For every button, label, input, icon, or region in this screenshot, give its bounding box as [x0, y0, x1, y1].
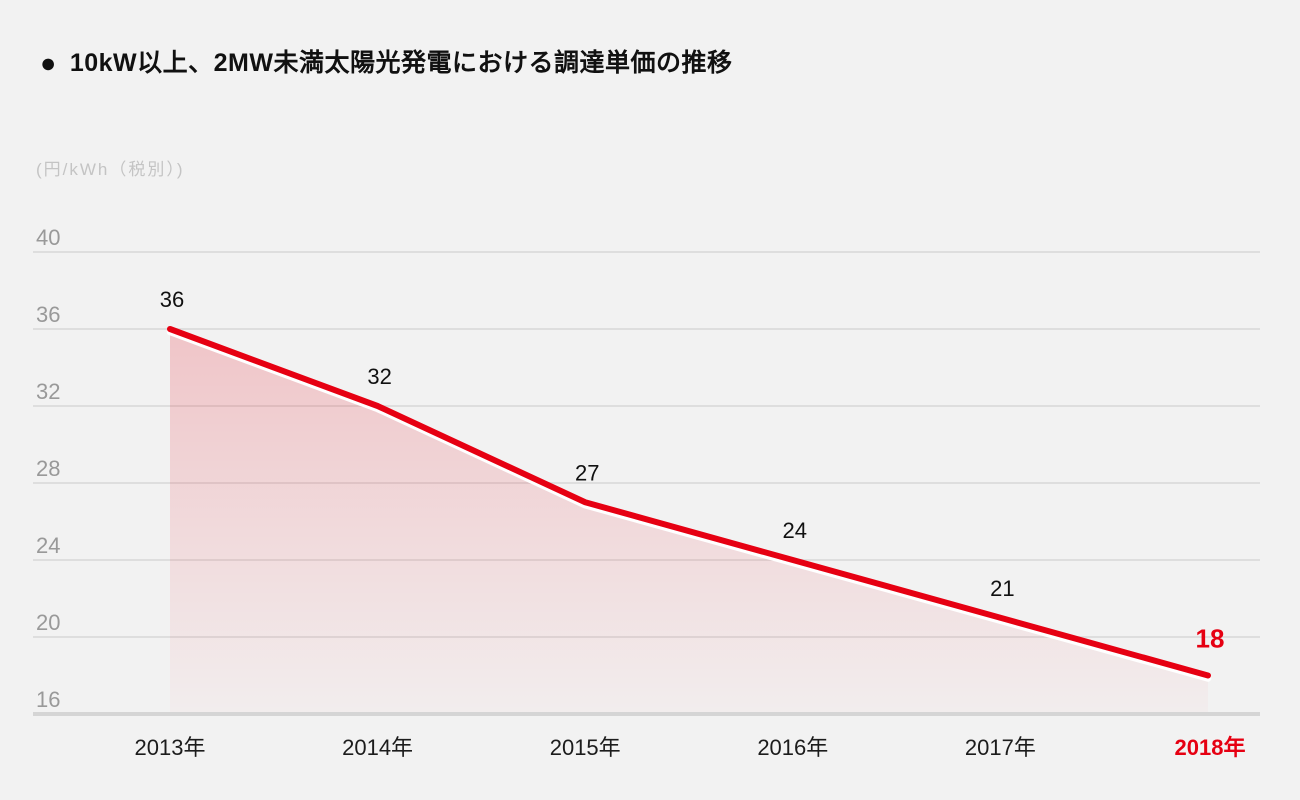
data-label-2018年: 18 [1196, 624, 1225, 654]
x-tick-label-2018年: 2018年 [1175, 735, 1246, 760]
y-tick-label-36: 36 [36, 302, 60, 327]
x-tick-label-2017年: 2017年 [965, 735, 1036, 760]
data-label-2015年: 27 [575, 460, 599, 485]
y-tick-label-32: 32 [36, 379, 60, 404]
area-fill [170, 329, 1208, 713]
page-title-text: 10kW以上、2MW未満太陽光発電における調達単価の推移 [69, 49, 733, 77]
data-label-2013年: 36 [160, 287, 184, 312]
x-tick-label-2015年: 2015年 [550, 735, 621, 760]
y-tick-label-28: 28 [36, 456, 60, 481]
data-label-2016年: 24 [783, 518, 807, 543]
y-tick-label-40: 40 [36, 225, 60, 250]
x-tick-label-2014年: 2014年 [342, 735, 413, 760]
data-label-2017年: 21 [990, 576, 1014, 601]
data-label-2014年: 32 [367, 364, 391, 389]
y-tick-label-24: 24 [36, 533, 60, 558]
page-title: ● 10kW以上、2MW未満太陽光発電における調達単価の推移 [40, 47, 732, 79]
y-axis-unit-label: (円/kWh（税別）) [36, 160, 185, 179]
x-tick-label-2013年: 2013年 [135, 735, 206, 760]
x-tick-label-2016年: 2016年 [757, 735, 828, 760]
y-tick-label-20: 20 [36, 610, 60, 635]
y-tick-label-16: 16 [36, 687, 60, 712]
bullet-icon: ● [40, 47, 57, 78]
trend-line [167, 326, 1211, 679]
